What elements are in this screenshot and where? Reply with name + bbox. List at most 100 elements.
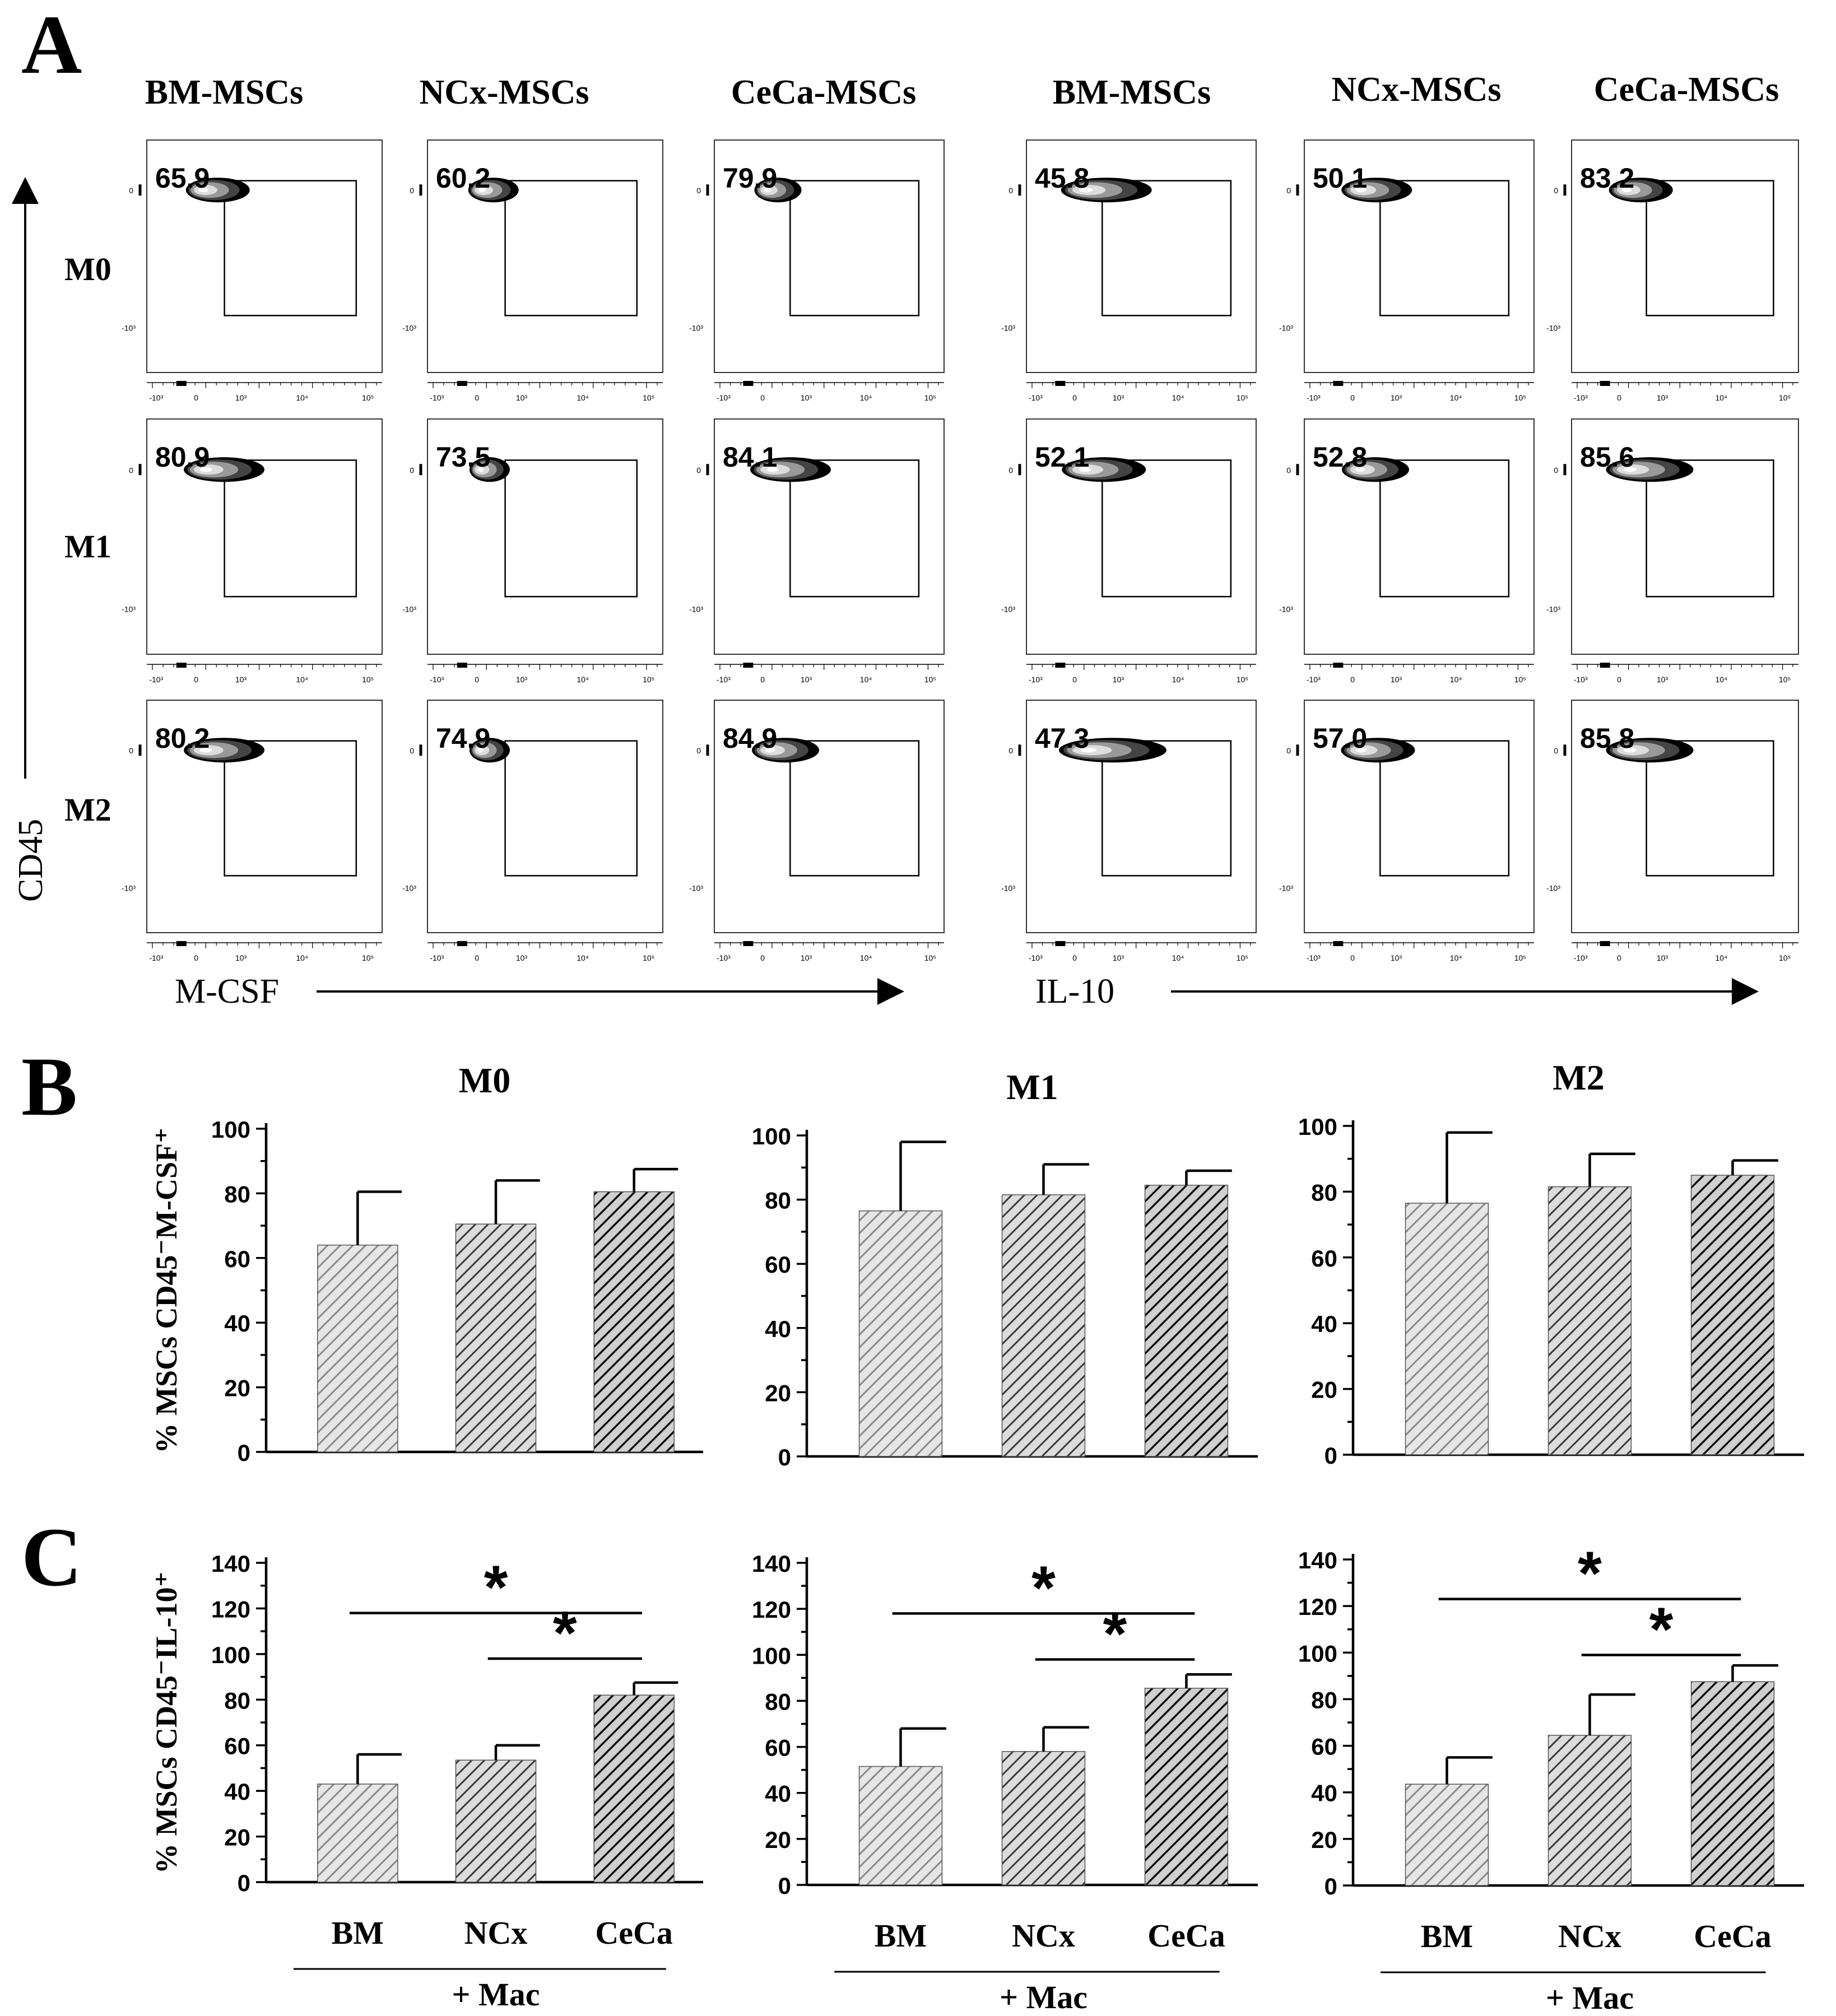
contour-center — [1621, 188, 1632, 193]
x-tick-label: 0 — [1350, 675, 1355, 684]
x-tick-label: 0 — [1617, 393, 1621, 402]
bar-chart-c-2: 0 20 40 60 80 100 120 140 * * BM NCx CeCa + Mac — [1298, 1539, 1804, 2016]
flow-population — [1341, 738, 1415, 763]
y-tick-label: 40 — [224, 1778, 250, 1805]
x-tick-label: 10⁵ — [1237, 393, 1248, 402]
gate-percentage: 73.5 — [436, 441, 490, 473]
y-tick-label: 0 — [778, 1873, 791, 1899]
y-tick-label: 0 — [1324, 1442, 1337, 1469]
contour-center — [199, 467, 212, 472]
bar-ncx — [1547, 1735, 1632, 1886]
gate-percentage: 50.1 — [1313, 162, 1367, 194]
flow-cytometry-grid: 65.9 0 -10³ -10³ 0 10³ 10⁴ 10⁵ 60.2 0 -10³ -10³ 0 10³… — [122, 139, 1799, 962]
contour-center — [1355, 467, 1365, 472]
y-tick-label: 0 — [1286, 465, 1291, 474]
x-tick-label: 0 — [194, 953, 198, 962]
x-tick-label: 10⁵ — [362, 393, 374, 402]
x-zero-tick-cluster — [1055, 381, 1066, 386]
x-tick-label: 10⁵ — [643, 953, 654, 962]
flow-population — [470, 738, 510, 763]
x-tick-label: 10⁵ — [1237, 675, 1248, 684]
flow-gate — [224, 740, 357, 877]
x-tick-label: 0 — [475, 675, 479, 684]
flow-population — [1059, 738, 1166, 763]
bar-chart-c-1: 0 20 40 60 80 100 120 140 * * BM NCx CeCa + Mac — [752, 1551, 1258, 2015]
bar-chart-b-0: M0 % MSCs CD45⁻M-CSF⁺ 0 20 40 60 80 100 — [150, 1060, 703, 1466]
category-label: NCx — [1558, 1918, 1621, 1954]
flow-population — [1061, 178, 1152, 203]
bar-ceca — [1690, 1681, 1775, 1886]
y-tick-label: 100 — [752, 1642, 791, 1669]
y-tick-label: 0 — [696, 465, 701, 474]
x-tick-label: 0 — [1072, 675, 1077, 684]
x-tick-label: 10⁴ — [1172, 953, 1184, 962]
y-axis-label: % MSCs CD45⁻IL-10⁺ — [150, 1571, 183, 1874]
x-zero-tick-cluster — [1333, 941, 1344, 946]
y-tick-label: 60 — [765, 1251, 791, 1278]
category-label: CeCa — [1147, 1917, 1225, 1954]
y-tick-label: -10³ — [1001, 883, 1015, 892]
flow-plot-r1-c3: 52.1 0 -10³ -10³ 0 10³ 10⁴ 10⁵ — [1001, 418, 1257, 684]
gate-percentage: 57.0 — [1313, 723, 1367, 754]
x-zero-tick-cluster — [743, 663, 754, 668]
flow-plot-frame — [427, 418, 663, 655]
flow-plot-frame — [1571, 418, 1799, 655]
x-tick-label: 10³ — [516, 675, 528, 684]
x-tick-label: 10⁵ — [1779, 675, 1791, 684]
x-tick-label: 10⁴ — [296, 953, 308, 962]
y-tick-label: -10³ — [1001, 323, 1015, 332]
x-tick-label: 10³ — [1657, 953, 1668, 962]
flow-population — [1342, 457, 1409, 482]
chart-title: M2 — [1553, 1058, 1604, 1097]
flow-plot-frame — [1026, 700, 1257, 933]
x-zero-tick-cluster — [1055, 941, 1066, 946]
y-tick-label: -10³ — [1546, 323, 1560, 332]
flow-plot-r1-c1: 73.5 0 -10³ -10³ 0 10³ 10⁴ 10⁵ — [402, 418, 663, 684]
x-tick-label: 0 — [1072, 953, 1077, 962]
x-tick-label: 0 — [1617, 953, 1621, 962]
gate-percentage: 74.9 — [436, 723, 490, 754]
y-tick-label: 100 — [1298, 1640, 1337, 1666]
bar-charts: M0 % MSCs CD45⁻M-CSF⁺ 0 20 40 60 80 100 M1 0 20 40 6… — [150, 1058, 1804, 2016]
mcsf-axis-label: M-CSF — [175, 972, 279, 1011]
y-tick-label: 20 — [1311, 1827, 1337, 1853]
gate-percentage: 84.1 — [723, 441, 777, 473]
bar-ceca — [593, 1191, 675, 1452]
category-label: CeCa — [1694, 1918, 1772, 1954]
contour-center — [1079, 188, 1093, 193]
x-tick-label: 10⁵ — [1779, 393, 1791, 402]
y-tick-label: -10³ — [402, 883, 416, 892]
flow-gate — [504, 459, 638, 598]
x-tick-label: 10³ — [1391, 675, 1402, 684]
x-tick-label: 10⁴ — [1172, 393, 1184, 402]
flow-population — [1341, 178, 1412, 203]
flow-gate — [1646, 459, 1774, 598]
y-tick-label: 0 — [1008, 465, 1013, 474]
contour-center — [199, 748, 212, 753]
flow-population — [184, 738, 264, 763]
x-tick-label: 10⁵ — [1514, 953, 1526, 962]
x-tick-label: -10³ — [1029, 675, 1043, 684]
x-tick-label: -10³ — [1574, 675, 1588, 684]
y-tick-label: 100 — [752, 1123, 791, 1149]
y-tick-label: 40 — [765, 1781, 791, 1807]
flow-plot-frame — [1304, 139, 1535, 373]
y-tick-label: 20 — [1311, 1377, 1337, 1403]
x-tick-label: 10⁴ — [860, 393, 872, 402]
x-tick-label: 10⁴ — [577, 675, 589, 684]
bar-bm — [317, 1784, 398, 1883]
gate-percentage: 65.9 — [155, 162, 210, 194]
bar-bm — [858, 1766, 943, 1885]
bar-bm — [1405, 1203, 1489, 1455]
x-tick-label: 10³ — [235, 393, 247, 402]
x-tick-label: 10³ — [1113, 953, 1124, 962]
flow-plot-frame — [427, 700, 663, 933]
y-tick-label: 20 — [765, 1827, 791, 1853]
gate-percentage: 80.9 — [155, 441, 210, 473]
flow-plot-r0-c4: 50.1 0 -10³ -10³ 0 10³ 10⁴ 10⁵ — [1279, 139, 1535, 402]
significance-star: * — [1031, 1553, 1056, 1622]
x-tick-label: 10⁴ — [1716, 393, 1728, 402]
contour-center — [1355, 748, 1367, 753]
x-tick-label: -10³ — [430, 953, 444, 962]
x-zero-tick-cluster — [176, 941, 187, 946]
